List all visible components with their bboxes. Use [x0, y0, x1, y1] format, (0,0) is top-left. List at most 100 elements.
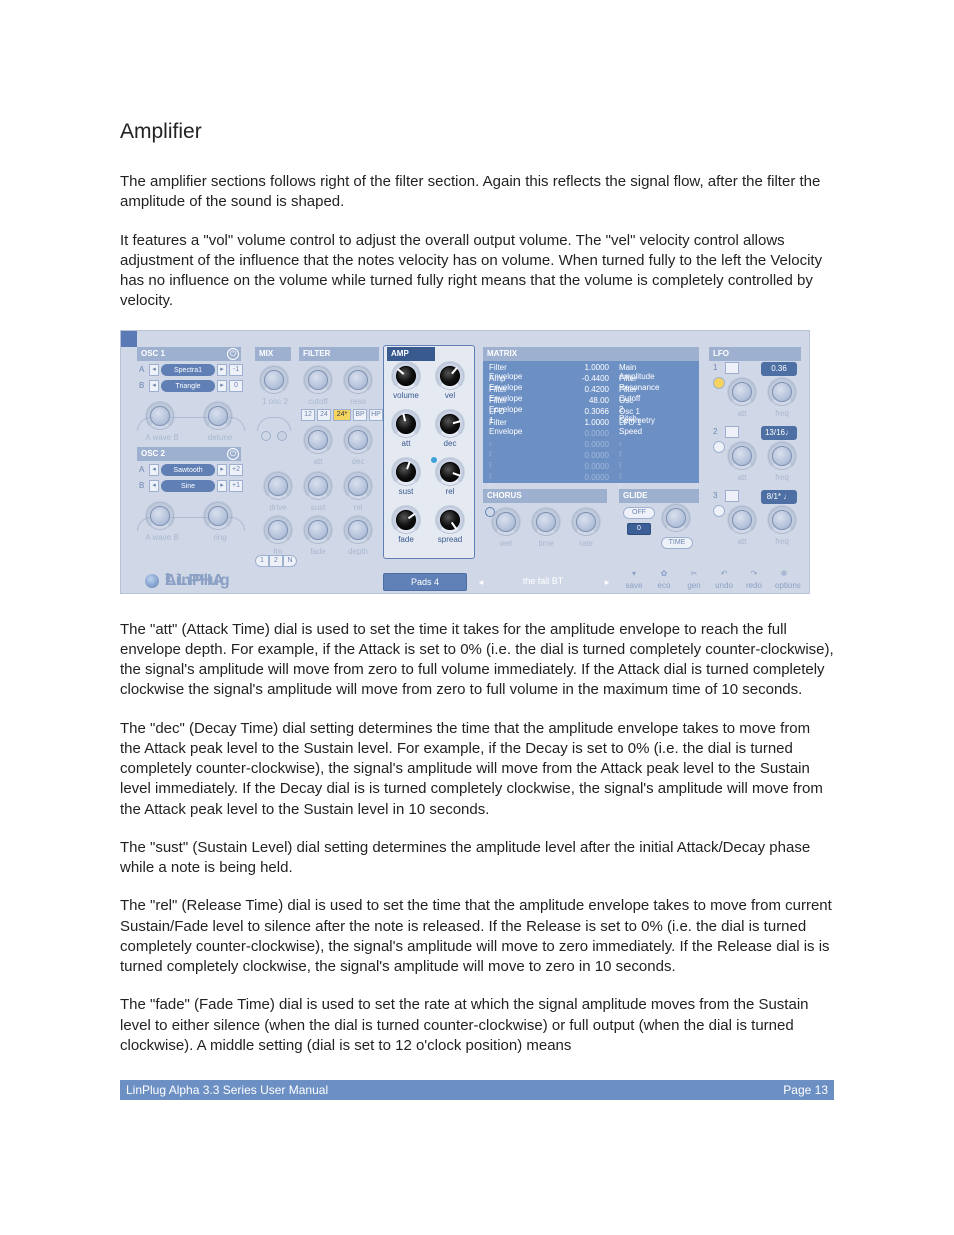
osc1-power-icon[interactable]: ⏻ [227, 348, 239, 360]
undo-icon[interactable]: ↶ [715, 569, 733, 578]
lfo-3-sync-icon[interactable] [713, 505, 725, 517]
amp-fade-knob[interactable] [391, 505, 421, 535]
options-icon[interactable]: ✼ [775, 569, 793, 578]
osc2-wave-b[interactable]: Sine [161, 480, 215, 492]
redo-icon[interactable]: ↷ [745, 569, 763, 578]
filter-sust-knob[interactable] [303, 471, 333, 501]
lfo-1-freq-knob[interactable] [767, 377, 797, 407]
osc1-detune-knob[interactable] [203, 401, 233, 431]
lfo-2-freq-knob[interactable] [767, 441, 797, 471]
preset-name[interactable]: the fall BT [491, 573, 595, 591]
matrix-src-5[interactable]: Filter Envelope [489, 418, 522, 436]
undo-label: undo [715, 581, 733, 590]
matrix-val-5[interactable]: 1.0000 [573, 418, 609, 427]
amp-sust-knob[interactable] [391, 457, 421, 487]
lfo-1-att-knob[interactable] [727, 377, 757, 407]
glide-knob[interactable] [661, 503, 691, 533]
gen-icon[interactable]: ✂ [685, 569, 703, 578]
voice-n-button[interactable]: N [283, 555, 297, 567]
amp-dec-knob[interactable] [435, 409, 465, 439]
chorus-rate-knob[interactable] [571, 507, 601, 537]
osc2-a-next-button[interactable]: ▸ [217, 464, 227, 476]
amp-rel-knob[interactable] [435, 457, 465, 487]
save-icon[interactable]: ▾ [625, 569, 643, 578]
lfo-2-rate[interactable]: 13/16♩ [761, 426, 797, 440]
filter-reso-knob[interactable] [343, 365, 373, 395]
lfo-2-wave-icon[interactable] [725, 426, 739, 438]
matrix-val-1[interactable]: -0.4400 [573, 374, 609, 383]
filter-mode-24s-button[interactable]: 24* [333, 409, 351, 421]
preset-prev-button[interactable]: ◂ [473, 573, 489, 591]
lfo-3-freq-knob[interactable] [767, 505, 797, 535]
preset-category[interactable]: Pads 4 [383, 573, 467, 591]
matrix-val-3[interactable]: 48.00 [573, 396, 609, 405]
osc2-a-prev-button[interactable]: ◂ [149, 464, 159, 476]
osc2-b-next-button[interactable]: ▸ [217, 480, 227, 492]
osc2-semi-b[interactable]: +1 [229, 480, 243, 492]
lfo-1-sync-icon[interactable] [713, 377, 725, 389]
filter-fade-knob[interactable] [303, 515, 333, 545]
matrix-val-9[interactable]: 0.0000 [573, 462, 609, 471]
lfo-3-rate[interactable]: 8/1* ♩ [761, 490, 797, 504]
amp-att-knob[interactable] [391, 409, 421, 439]
options-label: options [775, 581, 793, 590]
amp-spread-knob[interactable] [435, 505, 465, 535]
matrix-dst-5[interactable]: LFO 1 Speed [619, 418, 642, 436]
lfo-2-sync-icon[interactable] [713, 441, 725, 453]
filter-rel-knob[interactable] [343, 471, 373, 501]
filter-cutoff-knob[interactable] [303, 365, 333, 395]
osc1-a-prev-button[interactable]: ◂ [149, 364, 159, 376]
lfo-1-rate[interactable]: 0.36 [761, 362, 797, 376]
lfo-1-wave-icon[interactable] [725, 362, 739, 374]
lfo-3-wave-icon[interactable] [725, 490, 739, 502]
voice-2-button[interactable]: 2 [269, 555, 283, 567]
footer-page-number: Page 13 [783, 1080, 828, 1100]
matrix-val-6[interactable]: 0.0000 [573, 429, 609, 438]
matrix-val-10[interactable]: 0.0000 [573, 473, 609, 482]
chorus-time-knob[interactable] [531, 507, 561, 537]
matrix-val-8[interactable]: 0.0000 [573, 451, 609, 460]
matrix-val-2[interactable]: 0.4200 [573, 385, 609, 394]
filter-dec-knob[interactable] [343, 425, 373, 455]
osc1-wave-b[interactable]: Triangle [161, 380, 215, 392]
matrix-val-0[interactable]: 1.0000 [573, 363, 609, 372]
filter-mode-hp-button[interactable]: HP [369, 409, 383, 421]
filter-depth-knob[interactable] [343, 515, 373, 545]
osc1-b-prev-button[interactable]: ◂ [149, 380, 159, 392]
matrix-val-4[interactable]: 0.3066 [573, 407, 609, 416]
amp-vel-knob[interactable] [435, 361, 465, 391]
glide-time-button[interactable]: TIME [661, 537, 693, 549]
osc2-wave-a[interactable]: Sawtooth [161, 464, 215, 476]
filter-mode-12-button[interactable]: 12 [301, 409, 315, 421]
para-att: The "att" (Attack Time) dial is used to … [120, 620, 834, 701]
preset-next-button[interactable]: ▸ [599, 573, 615, 591]
osc1-semi-a[interactable]: -1 [229, 364, 243, 376]
filter-att-knob[interactable] [303, 425, 333, 455]
voice-1-button[interactable]: 1 [255, 555, 269, 567]
glide-off-button[interactable]: OFF [623, 507, 655, 519]
matrix-val-7[interactable]: 0.0000 [573, 440, 609, 449]
filter-drive-knob[interactable] [263, 471, 293, 501]
mix-knob[interactable] [259, 365, 289, 395]
osc2-power-icon[interactable]: ⏻ [227, 448, 239, 460]
filter-fm-knob[interactable] [263, 515, 293, 545]
para-rel: The "rel" (Release Time) dial is used to… [120, 896, 834, 977]
osc2-ring-knob[interactable] [203, 501, 233, 531]
filter-mode-24-button[interactable]: 24 [317, 409, 331, 421]
osc2-wave-knob[interactable] [145, 501, 175, 531]
osc1-wave-a[interactable]: Spectra1 [161, 364, 215, 376]
osc1-b-next-button[interactable]: ▸ [217, 380, 227, 392]
amp-volume-knob[interactable] [391, 361, 421, 391]
osc1-semi-b[interactable]: 0 [229, 380, 243, 392]
osc1-wave-knob[interactable] [145, 401, 175, 431]
chorus-wet-knob[interactable] [491, 507, 521, 537]
eco-icon[interactable]: ✿ [655, 569, 673, 578]
osc2-b-prev-button[interactable]: ◂ [149, 480, 159, 492]
osc2-semi-a[interactable]: +2 [229, 464, 243, 476]
osc2-wave-label: A wave B [137, 533, 187, 542]
osc1-a-next-button[interactable]: ▸ [217, 364, 227, 376]
lfo-3-att-knob[interactable] [727, 505, 757, 535]
glide-zero[interactable]: 0 [627, 523, 651, 535]
lfo-2-att-knob[interactable] [727, 441, 757, 471]
filter-mode-bp-button[interactable]: BP [353, 409, 367, 421]
